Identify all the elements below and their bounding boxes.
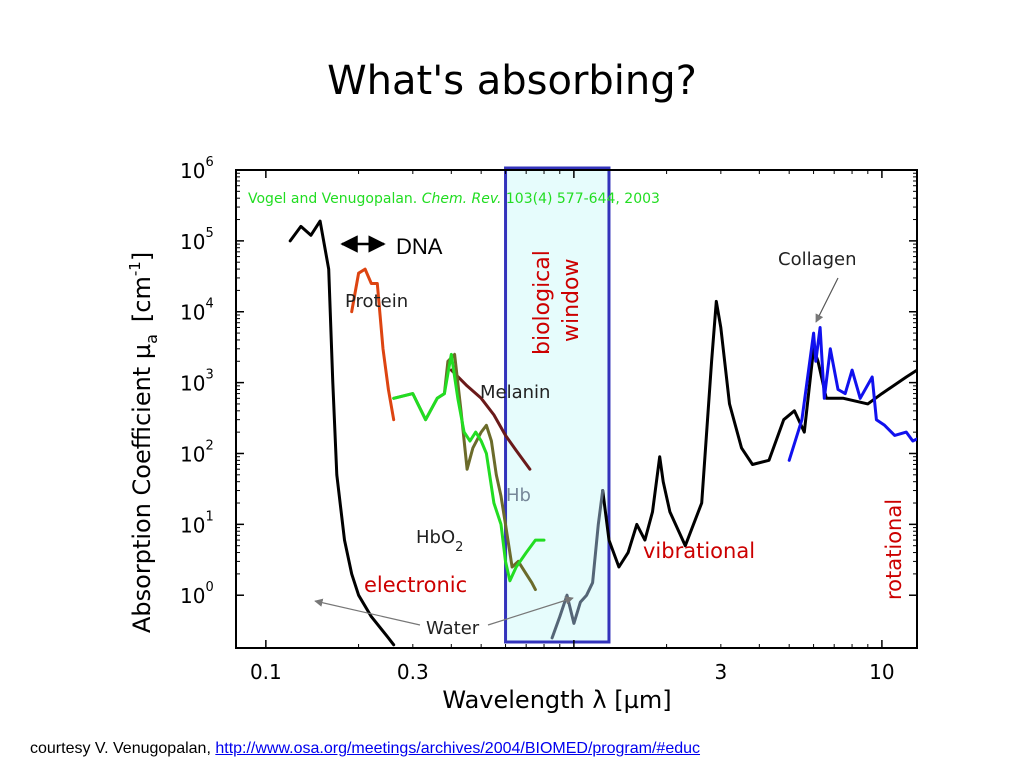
- annotation-water: Water: [426, 618, 480, 639]
- y-tick-base: 10: [180, 230, 205, 254]
- y-tick-exp: 5: [205, 226, 213, 241]
- y-tick-exp: 2: [205, 438, 213, 453]
- window-label-line1: biological: [530, 250, 555, 355]
- annotation-hbo2-sub: 2: [455, 540, 463, 555]
- annotation-collagen: Collagen: [778, 249, 857, 270]
- series-water: [550, 489, 605, 640]
- y-tick-label: 105: [180, 226, 214, 254]
- series-water: [288, 219, 396, 647]
- y-tick-exp: 4: [205, 297, 213, 312]
- region-label-rotational: rotational: [882, 499, 906, 600]
- water-pointer-right: [487, 596, 574, 626]
- series-layer: [288, 219, 917, 647]
- citation-rest: 103(4) 577-644, 2003: [501, 191, 659, 207]
- series-melanin: [449, 368, 532, 471]
- y-axis-label-main: Absorption Coefficient µ: [128, 344, 156, 633]
- y-tick-base: 10: [180, 442, 205, 466]
- annotation-hb: Hb: [506, 485, 531, 506]
- y-tick-label: 104: [180, 297, 214, 325]
- footer-source-link[interactable]: http://www.osa.org/meetings/archives/200…: [215, 740, 701, 757]
- y-tick-base: 10: [180, 513, 205, 537]
- citation-journal: Chem. Rev.: [422, 191, 502, 207]
- series-collagen: [787, 326, 917, 462]
- y-tick-label: 101: [180, 509, 214, 537]
- y-tick-base: 10: [180, 584, 205, 608]
- series-protein: [350, 267, 396, 422]
- y-tick-exp: 0: [205, 580, 213, 595]
- y-tick-label: 103: [180, 368, 214, 396]
- series-water: [601, 299, 917, 569]
- biological-window-box: [504, 166, 611, 644]
- footer-credit: courtesy V. Venugopalan,: [30, 740, 211, 757]
- y-tick-label: 100: [180, 580, 214, 608]
- plot-frame: [235, 169, 918, 649]
- y-axis-label-unit-end: ]: [128, 252, 156, 261]
- annotation-hbo2: HbO2: [416, 527, 463, 555]
- window-label-line2: window: [559, 259, 584, 342]
- y-axis-label-unit: [cm: [128, 276, 156, 322]
- x-tick-label: 0.3: [397, 660, 429, 684]
- y-tick-label: 106: [180, 155, 214, 183]
- y-tick-base: 10: [180, 372, 205, 396]
- x-tick-label: 10: [869, 660, 894, 684]
- region-label-electronic: electronic: [364, 573, 467, 597]
- y-axis-label: Absorption Coefficient µa [cm-1]: [126, 252, 161, 633]
- y-axis-label-sub: a: [142, 334, 161, 344]
- y-tick-exp: 1: [205, 509, 213, 524]
- y-axis-label-unit-sup: -1: [126, 261, 144, 276]
- x-tick-label: 0.1: [250, 660, 282, 684]
- series-hbo2: [392, 352, 546, 583]
- dna-label: DNA: [396, 234, 443, 259]
- footer: courtesy V. Venugopalan, http://www.osa.…: [30, 740, 700, 758]
- y-tick-label: 102: [180, 438, 214, 466]
- y-tick-exp: 3: [205, 368, 213, 383]
- region-label-vibrational: vibrational: [643, 539, 755, 563]
- y-tick-base: 10: [180, 301, 205, 325]
- annotation-protein: Protein: [345, 291, 408, 312]
- annotation-melanin: Melanin: [480, 382, 550, 403]
- citation-authors: Vogel and Venugopalan.: [248, 191, 422, 207]
- y-tick-exp: 6: [205, 155, 213, 170]
- slide-title: What's absorbing?: [327, 58, 697, 104]
- y-tick-base: 10: [180, 159, 205, 183]
- x-axis-label: Wavelength λ [µm]: [442, 686, 671, 714]
- annotation-hbo2-main: HbO: [416, 527, 455, 548]
- citation-text: Vogel and Venugopalan. Chem. Rev. 103(4)…: [248, 191, 660, 207]
- collagen-pointer: [815, 277, 839, 323]
- x-tick-label: 3: [714, 660, 727, 684]
- water-pointer-left: [314, 598, 421, 626]
